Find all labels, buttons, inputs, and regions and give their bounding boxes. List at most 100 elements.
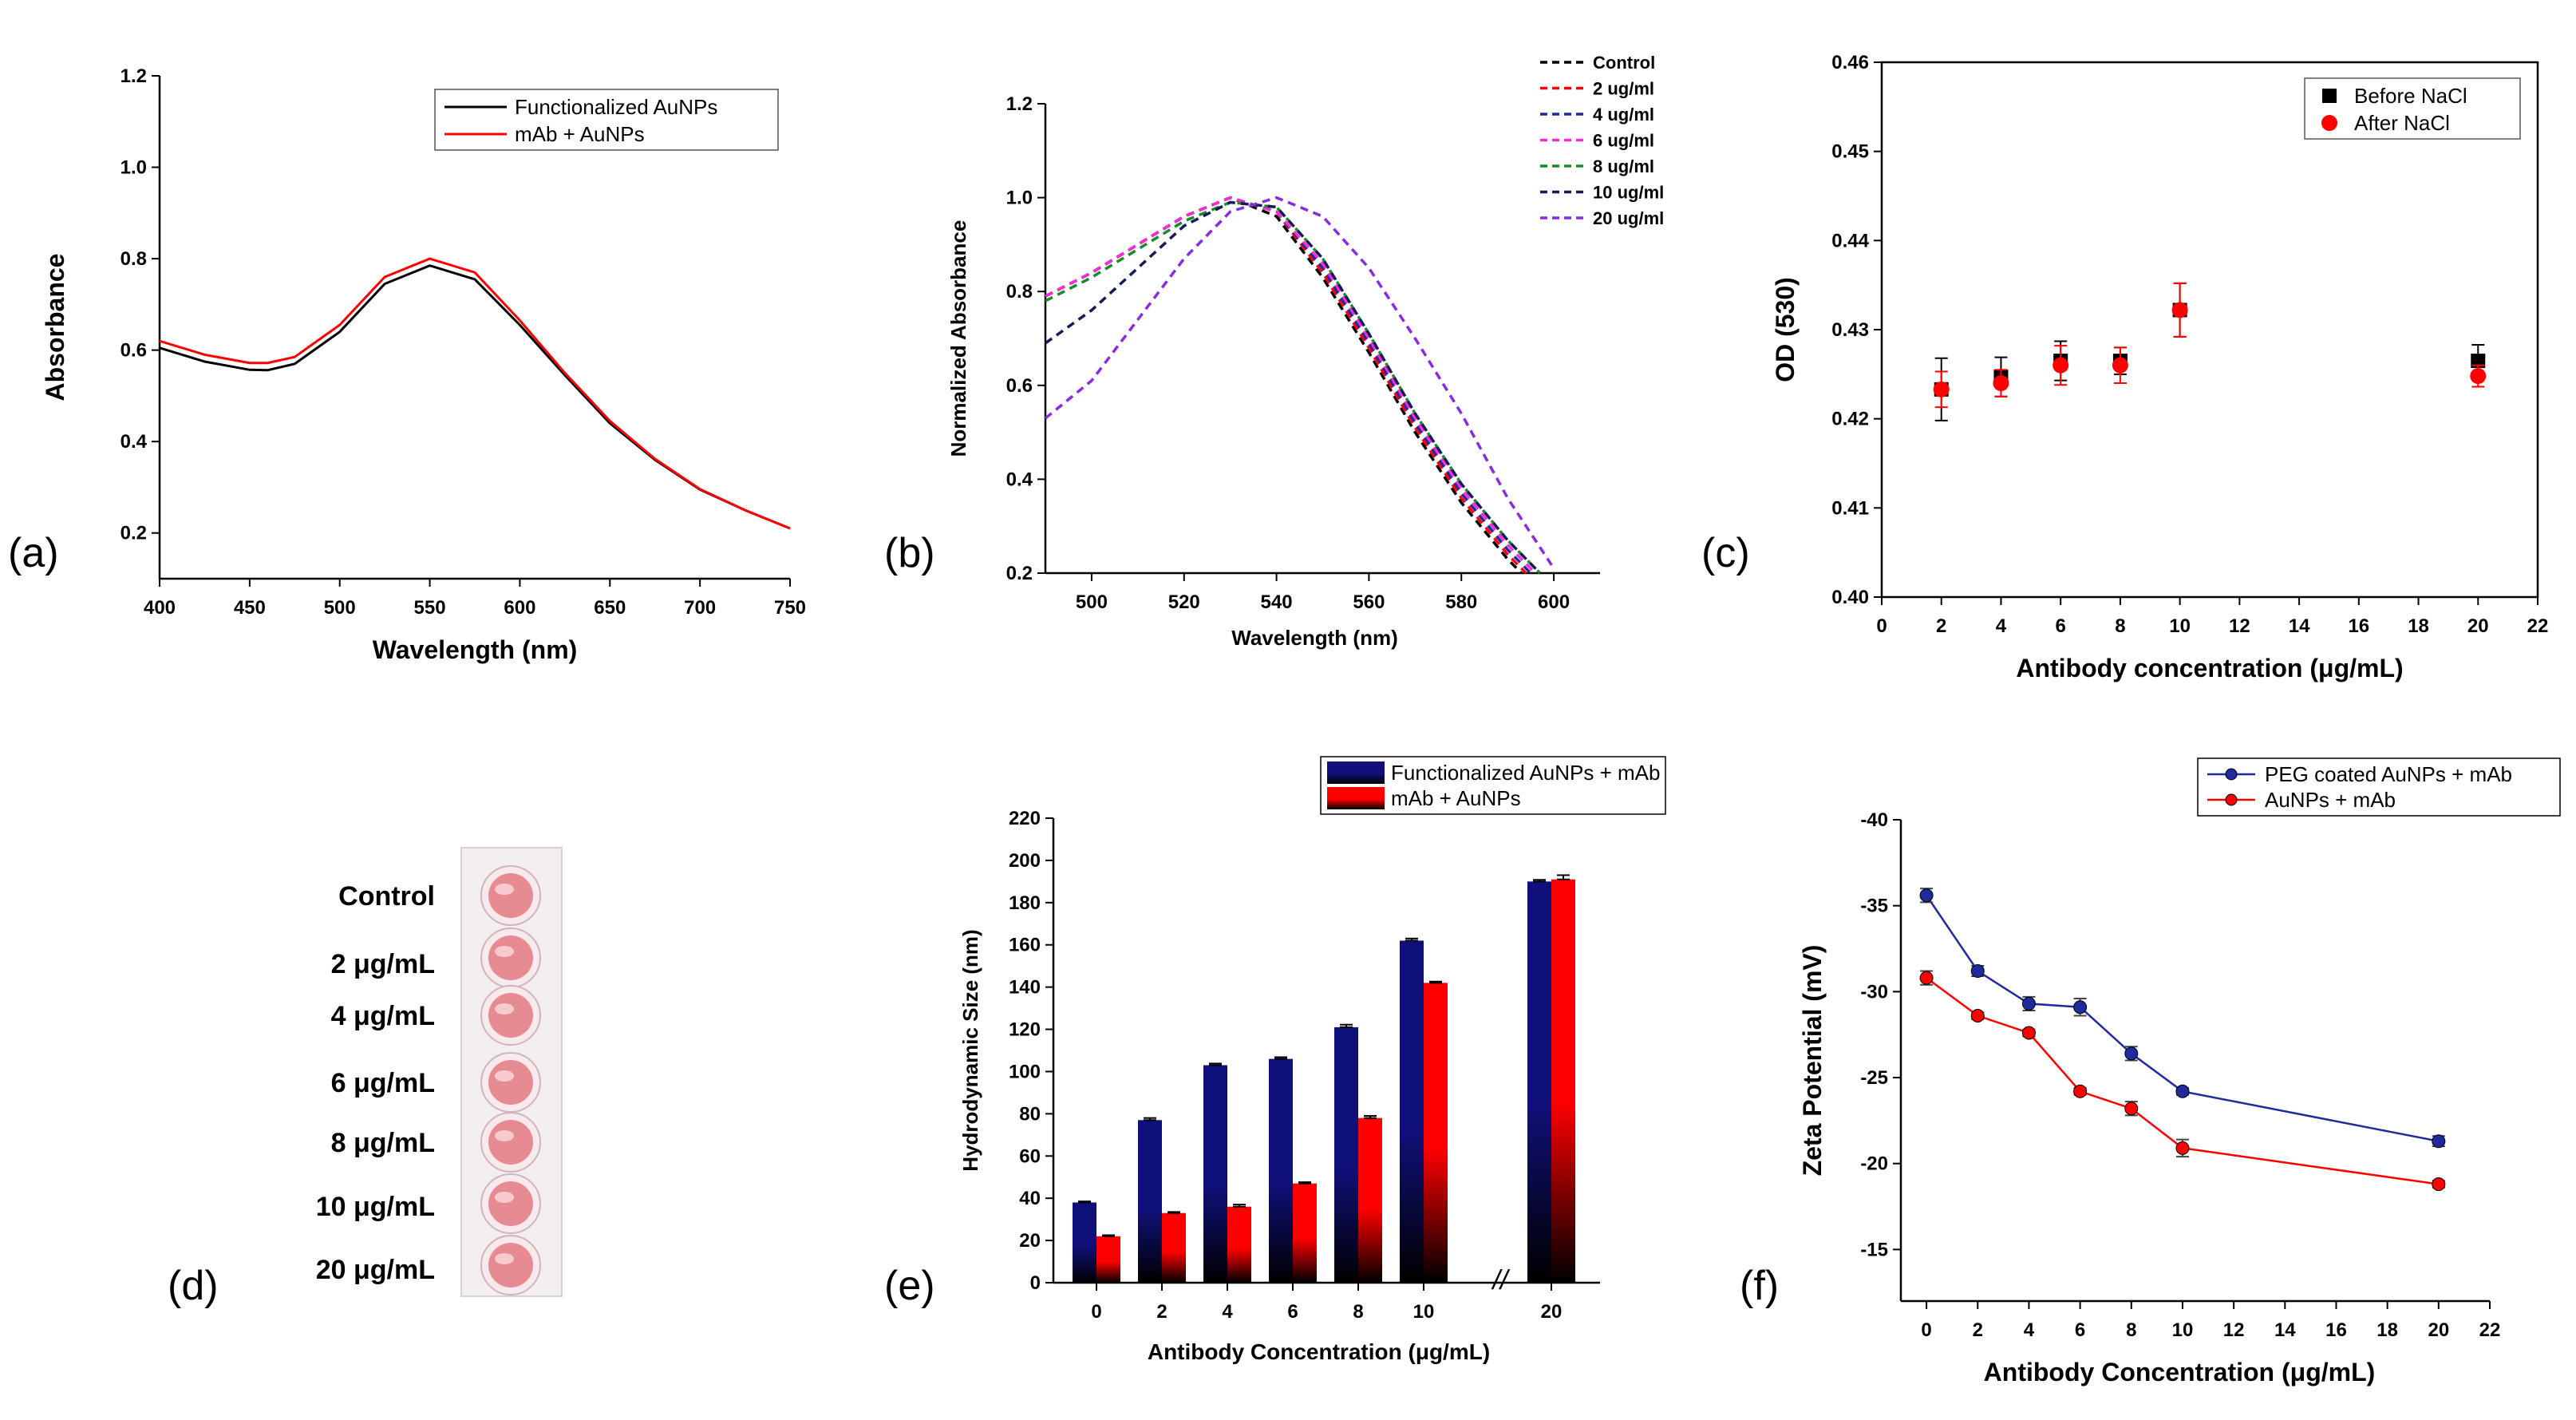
b-series-line-2 <box>1045 196 1532 575</box>
f-x-tick-label: 12 <box>2223 1319 2245 1341</box>
c-legend-box <box>2304 77 2521 140</box>
e-legend-label: Functionalized AuNPs + mAb <box>1391 761 1660 785</box>
e-legend-swatch <box>1327 761 1385 784</box>
a-x-tick-label: 500 <box>324 597 356 619</box>
c-point-circle <box>2470 368 2487 385</box>
a-x-tick-label: 450 <box>234 597 266 619</box>
e-panel-letter: (e) <box>884 1263 935 1309</box>
d-well-liquid <box>488 1181 533 1226</box>
f-point <box>2432 1134 2446 1149</box>
f-x-tick-label: 4 <box>2024 1319 2035 1341</box>
f-y-tick-label: -25 <box>1860 1067 1888 1089</box>
d-well-label: 2 μg/mL <box>331 949 435 979</box>
d-well-liquid <box>488 1060 533 1105</box>
b-y-tick-label: 0.8 <box>1006 281 1033 303</box>
b-series-line-3 <box>1045 196 1537 575</box>
a-x-tick-label: 400 <box>144 597 176 619</box>
e-bar-mab <box>1227 1206 1251 1283</box>
a-x-axis-title: Wavelength (nm) <box>373 635 578 664</box>
b-series-line-6 <box>1044 196 1555 570</box>
b-x-tick-label: 520 <box>1168 591 1200 613</box>
f-point <box>2175 1084 2190 1098</box>
c-legend-label: After NaCl <box>2354 111 2450 135</box>
f-x-tick-label: 6 <box>2075 1319 2085 1341</box>
c-legend-label: Before NaCl <box>2354 84 2467 108</box>
b-series-line-0 <box>1045 196 1523 575</box>
d-well-label: 10 μg/mL <box>316 1192 435 1222</box>
a-legend-label: mAb + AuNPs <box>515 122 645 146</box>
e-x-tick-label: 4 <box>1222 1301 1233 1323</box>
a-panel-letter: (a) <box>8 530 59 576</box>
e-x-tick-label: 6 <box>1287 1301 1298 1323</box>
f-y-tick-label: -15 <box>1860 1239 1888 1260</box>
e-axis-break-mark: // <box>1491 1265 1511 1295</box>
f-point <box>2073 1084 2088 1098</box>
f-point <box>1919 888 1934 903</box>
d-panel-letter: (d) <box>168 1263 219 1309</box>
f-y-tick-label: -40 <box>1860 809 1888 831</box>
f-x-tick-label: 20 <box>2428 1319 2449 1341</box>
b-legend-label: 4 ug/ml <box>1593 105 1654 125</box>
e-x-tick-label: 20 <box>1541 1301 1563 1323</box>
a-x-tick-label: 550 <box>414 597 446 619</box>
e-bar-mab <box>1551 879 1575 1283</box>
c-y-tick-label: 0.41 <box>1831 497 1869 519</box>
b-series-line-5 <box>1044 200 1541 575</box>
b-y-tick-label: 0.6 <box>1006 375 1033 397</box>
d-well-highlight <box>495 1003 514 1015</box>
panel-d-photo: Control 2 μg/mL 4 μg/mL 6 μg/mL 8 μg/mL 10 μg… <box>168 847 563 1309</box>
a-x-tick-label: 600 <box>504 597 535 619</box>
b-legend-label: 6 ug/ml <box>1593 131 1654 151</box>
b-panel-letter: (b) <box>884 530 935 576</box>
f-series-line-0 <box>1926 895 2440 1142</box>
f-panel-letter: (f) <box>1740 1263 1779 1309</box>
b-legend-label: 2 ug/ml <box>1593 79 1654 99</box>
c-y-tick-label: 0.44 <box>1831 230 1869 251</box>
e-y-tick-label: 20 <box>1019 1230 1041 1252</box>
e-bar-mab <box>1162 1212 1186 1283</box>
d-well-highlight <box>495 1070 514 1082</box>
d-well-liquid <box>488 1243 533 1287</box>
f-x-tick-label: 16 <box>2325 1319 2347 1341</box>
d-well-highlight <box>495 946 514 957</box>
a-series-line-0 <box>159 264 791 530</box>
b-series-line-4 <box>1045 200 1541 575</box>
e-y-tick-label: 40 <box>1019 1188 1041 1209</box>
c-x-tick-label: 16 <box>2348 615 2369 637</box>
c-legend-swatch <box>2322 89 2337 103</box>
f-point <box>1919 971 1934 985</box>
c-x-tick-label: 20 <box>2467 615 2489 637</box>
c-point-circle <box>2053 357 2069 374</box>
f-x-tick-label: 0 <box>1921 1319 1931 1341</box>
f-x-axis-title: Antibody Concentration (μg/mL) <box>1984 1358 2376 1386</box>
c-point-circle <box>2171 302 2188 318</box>
e-x-axis-title: Antibody Concentration (μg/mL) <box>1148 1339 1490 1364</box>
d-well-highlight <box>495 1130 514 1141</box>
a-y-tick-label: 0.2 <box>121 523 147 544</box>
e-bar-functionalized <box>1203 1065 1227 1283</box>
d-well-label: Control <box>338 881 435 912</box>
e-y-tick-label: 120 <box>1009 1019 1041 1041</box>
c-y-tick-label: 0.45 <box>1831 141 1869 163</box>
f-y-tick-label: -35 <box>1860 896 1888 917</box>
f-legend-label: PEG coated AuNPs + mAb <box>2265 762 2512 786</box>
f-point <box>2124 1046 2139 1061</box>
e-y-tick-label: 0 <box>1030 1272 1041 1294</box>
b-x-axis-title: Wavelength (nm) <box>1231 626 1397 650</box>
e-legend-label: mAb + AuNPs <box>1391 786 1521 810</box>
c-x-tick-label: 2 <box>1936 615 1946 637</box>
f-y-axis-title: Zeta Potential (mV) <box>1798 945 1827 1177</box>
a-legend-label: Functionalized AuNPs <box>515 95 717 119</box>
d-well-highlight <box>495 1253 514 1264</box>
panel-b-chart: 500 520 540 560 580 600 0.2 0.4 0.6 0.8 1.0 1.2 Wave… <box>884 53 1664 650</box>
a-legend-box <box>434 89 779 151</box>
d-well-highlight <box>495 884 514 895</box>
c-x-tick-label: 10 <box>2169 615 2191 637</box>
c-y-tick-label: 0.46 <box>1831 52 1869 73</box>
f-x-tick-label: 8 <box>2126 1319 2136 1341</box>
f-x-tick-label: 18 <box>2376 1319 2398 1341</box>
e-y-tick-label: 220 <box>1009 808 1041 829</box>
d-well-label: 6 μg/mL <box>331 1068 435 1098</box>
c-y-tick-label: 0.40 <box>1831 587 1869 608</box>
a-y-tick-label: 0.8 <box>121 248 147 270</box>
